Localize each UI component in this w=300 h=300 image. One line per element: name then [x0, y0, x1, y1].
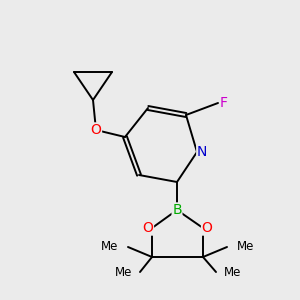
Text: N: N [197, 145, 207, 159]
Text: B: B [172, 203, 182, 217]
Text: O: O [142, 221, 153, 235]
Text: Me: Me [224, 266, 242, 278]
Text: F: F [220, 96, 228, 110]
Text: O: O [91, 123, 101, 137]
Text: Me: Me [237, 241, 254, 254]
Text: Me: Me [100, 241, 118, 254]
Text: O: O [202, 221, 212, 235]
Text: Me: Me [115, 266, 132, 278]
